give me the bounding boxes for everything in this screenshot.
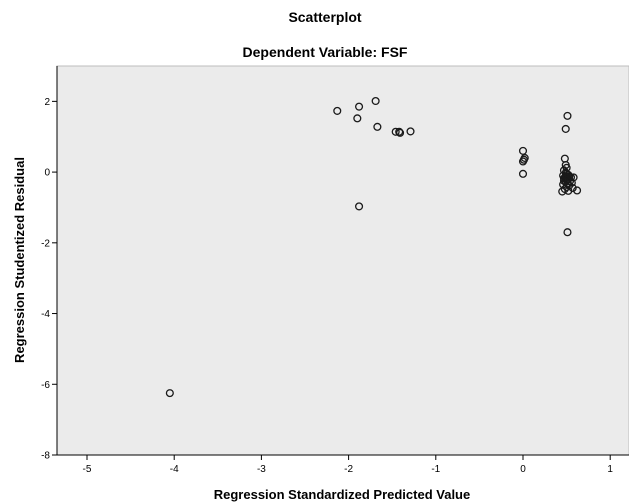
- data-point: [395, 128, 405, 137]
- data-point: [406, 127, 415, 136]
- y-tick-label: -4: [41, 309, 50, 320]
- data-point: [518, 169, 528, 178]
- data-point: [333, 106, 342, 115]
- chart-subtitle: Dependent Variable: FSF: [243, 44, 408, 60]
- y-tick-label: -8: [41, 451, 50, 462]
- y-tick-label: -6: [41, 380, 50, 391]
- y-axis-label: Regression Studentized Residual: [12, 157, 27, 363]
- data-point: [566, 176, 575, 185]
- data-point: [558, 187, 567, 196]
- data-point: [573, 186, 582, 195]
- y-tick-label: 0: [44, 168, 50, 179]
- data-point: [391, 127, 400, 136]
- x-tick-label: -5: [83, 464, 92, 475]
- data-point: [563, 111, 572, 120]
- x-tick-label: 0: [520, 464, 526, 475]
- plot-area: [56, 65, 629, 456]
- x-tick-label: -3: [257, 464, 266, 475]
- y-axis-ticks: 2 0 -2 -4 -6 -8: [41, 97, 57, 462]
- data-point: [373, 122, 382, 131]
- data-point: [371, 96, 380, 106]
- data-point: [355, 102, 364, 111]
- x-tick-label: -2: [344, 464, 353, 475]
- data-points: [165, 96, 582, 398]
- data-point: [518, 157, 528, 166]
- x-tick-label: -4: [170, 464, 179, 475]
- x-tick-label: 1: [607, 464, 613, 475]
- data-point: [165, 389, 174, 398]
- data-point: [355, 202, 364, 211]
- y-tick-label: -2: [41, 238, 50, 249]
- x-axis-label: Regression Standardized Predicted Value: [214, 487, 470, 502]
- y-tick-label: 2: [44, 97, 50, 108]
- x-axis-ticks: -5 -4 -3 -2 -1 0 1: [83, 455, 613, 475]
- data-point: [353, 114, 362, 123]
- data-point: [395, 127, 404, 136]
- data-point: [563, 228, 572, 237]
- data-point: [561, 124, 570, 133]
- chart-title: Scatterplot: [288, 9, 361, 25]
- data-point: [562, 163, 571, 172]
- x-tick-label: -1: [431, 464, 440, 475]
- data-point: [518, 146, 528, 155]
